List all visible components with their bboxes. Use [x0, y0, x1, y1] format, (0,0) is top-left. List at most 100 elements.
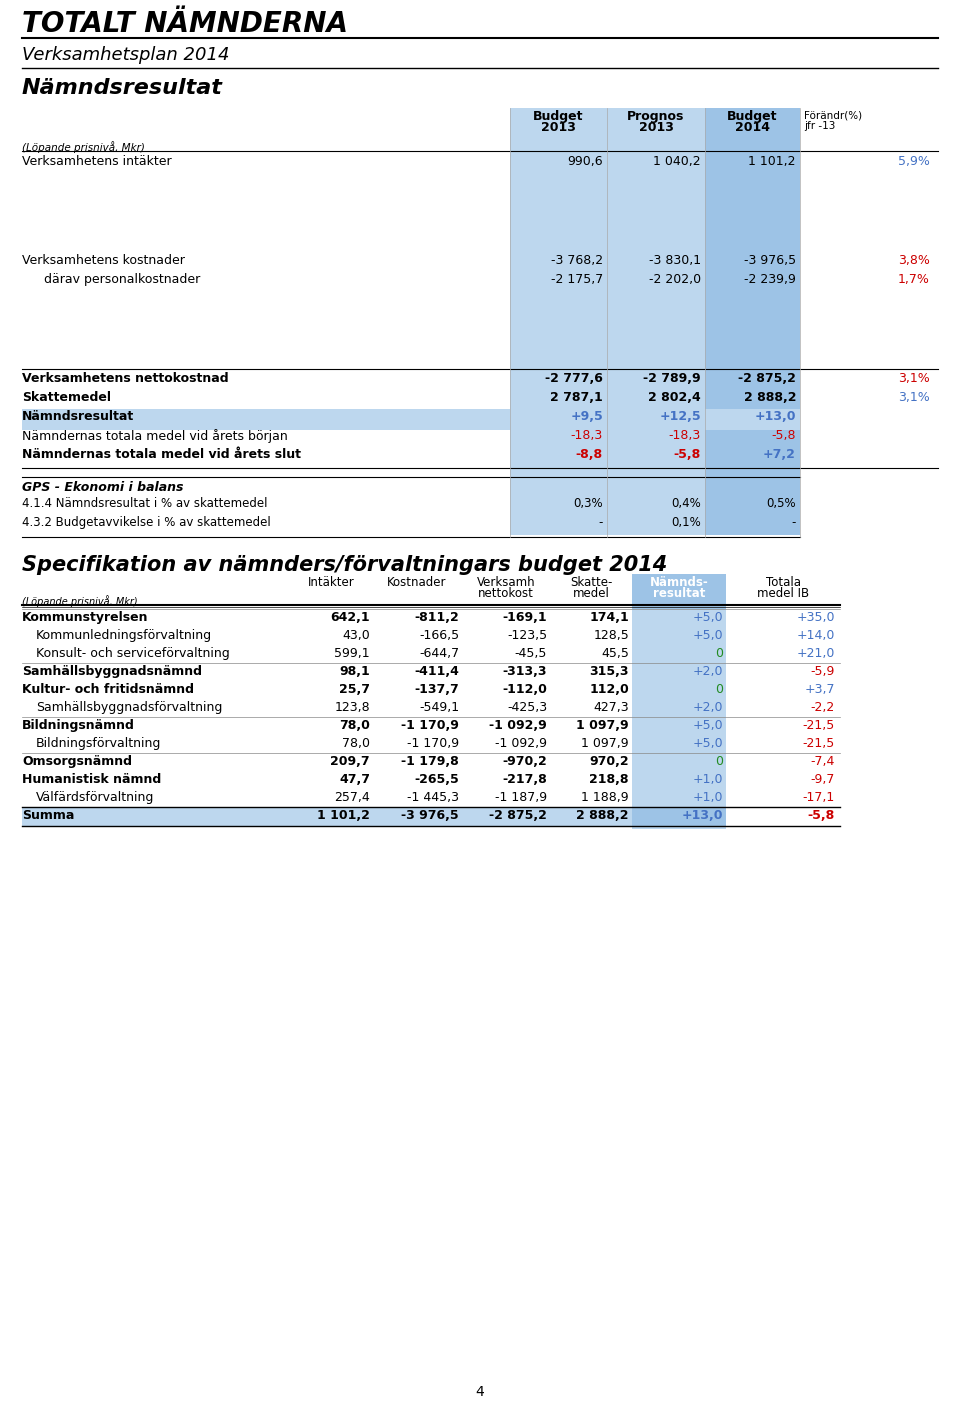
Text: 0,1%: 0,1% — [671, 516, 701, 528]
Text: 45,5: 45,5 — [601, 647, 629, 659]
Text: +35,0: +35,0 — [797, 612, 835, 624]
Text: Nämndsresultat: Nämndsresultat — [22, 410, 134, 423]
Text: 3,1%: 3,1% — [899, 392, 930, 404]
Text: 2 787,1: 2 787,1 — [550, 392, 603, 404]
Text: 78,0: 78,0 — [342, 737, 370, 750]
Text: -970,2: -970,2 — [502, 755, 547, 768]
Bar — [705, 537, 800, 1409]
Text: Skattemedel: Skattemedel — [22, 392, 111, 404]
Text: -1 445,3: -1 445,3 — [407, 790, 459, 805]
Text: -3 976,5: -3 976,5 — [744, 254, 796, 266]
Text: 1 101,2: 1 101,2 — [749, 155, 796, 168]
Text: +1,0: +1,0 — [692, 790, 723, 805]
Bar — [510, 108, 705, 509]
Text: 128,5: 128,5 — [593, 628, 629, 643]
Text: -644,7: -644,7 — [419, 647, 459, 659]
Text: 209,7: 209,7 — [330, 755, 370, 768]
Text: 4.3.2 Budgetavvikelse i % av skattemedel: 4.3.2 Budgetavvikelse i % av skattemedel — [22, 516, 271, 528]
Text: 257,4: 257,4 — [334, 790, 370, 805]
Text: Verksamhetsplan 2014: Verksamhetsplan 2014 — [22, 46, 229, 63]
Text: 315,3: 315,3 — [589, 665, 629, 678]
Text: -425,3: -425,3 — [507, 702, 547, 714]
Text: 1 040,2: 1 040,2 — [654, 155, 701, 168]
Text: Nämndernas totala medel vid årets slut: Nämndernas totala medel vid årets slut — [22, 448, 301, 461]
Text: Humanistisk nämnd: Humanistisk nämnd — [22, 774, 161, 786]
Text: -18,3: -18,3 — [571, 428, 603, 442]
Text: -5,9: -5,9 — [810, 665, 835, 678]
Text: 970,2: 970,2 — [589, 755, 629, 768]
Bar — [632, 609, 726, 828]
Text: 174,1: 174,1 — [589, 612, 629, 624]
Text: +9,5: +9,5 — [570, 410, 603, 423]
Text: -18,3: -18,3 — [669, 428, 701, 442]
Text: -1 170,9: -1 170,9 — [401, 719, 459, 733]
Text: 0: 0 — [715, 647, 723, 659]
Text: -1 179,8: -1 179,8 — [401, 755, 459, 768]
Text: Välfärdsförvaltning: Välfärdsförvaltning — [36, 790, 155, 805]
Text: -2 875,2: -2 875,2 — [490, 809, 547, 821]
Text: +3,7: +3,7 — [804, 683, 835, 696]
Text: -5,8: -5,8 — [807, 809, 835, 821]
Text: Totala: Totala — [765, 576, 801, 589]
Text: -2 789,9: -2 789,9 — [643, 372, 701, 385]
Text: Kostnader: Kostnader — [387, 576, 446, 589]
Text: +12,5: +12,5 — [660, 410, 701, 423]
Text: -112,0: -112,0 — [502, 683, 547, 696]
Text: Nämndsresultat: Nämndsresultat — [22, 77, 223, 99]
Bar — [22, 807, 632, 827]
Text: +13,0: +13,0 — [682, 809, 723, 821]
Text: +5,0: +5,0 — [692, 628, 723, 643]
Text: Omsorgsnämnd: Omsorgsnämnd — [22, 755, 132, 768]
Text: 599,1: 599,1 — [334, 647, 370, 659]
Text: -8,8: -8,8 — [576, 448, 603, 461]
Text: 2 888,2: 2 888,2 — [743, 392, 796, 404]
Text: 0: 0 — [715, 683, 723, 696]
Text: Specifikation av nämnders/förvaltningars budget 2014: Specifikation av nämnders/förvaltningars… — [22, 555, 667, 575]
Text: Intäkter: Intäkter — [307, 576, 354, 589]
Text: +5,0: +5,0 — [692, 737, 723, 750]
Text: 218,8: 218,8 — [589, 774, 629, 786]
Text: -1 187,9: -1 187,9 — [494, 790, 547, 805]
Text: +13,0: +13,0 — [755, 410, 796, 423]
Text: -3 976,5: -3 976,5 — [401, 809, 459, 821]
Text: 1 188,9: 1 188,9 — [582, 790, 629, 805]
Bar — [632, 807, 726, 827]
Text: 2 802,4: 2 802,4 — [648, 392, 701, 404]
Text: (Löpande prisnivå, Mkr): (Löpande prisnivå, Mkr) — [22, 595, 137, 607]
Text: (Löpande prisnivå, Mkr): (Löpande prisnivå, Mkr) — [22, 141, 145, 154]
Text: -45,5: -45,5 — [515, 647, 547, 659]
Text: -9,7: -9,7 — [810, 774, 835, 786]
Text: 1 097,9: 1 097,9 — [576, 719, 629, 733]
Text: -2 777,6: -2 777,6 — [545, 372, 603, 385]
Text: 0: 0 — [715, 755, 723, 768]
Text: -2 239,9: -2 239,9 — [744, 273, 796, 286]
Text: 4: 4 — [475, 1385, 485, 1399]
Text: Samhällsbyggnadsförvaltning: Samhällsbyggnadsförvaltning — [36, 702, 223, 714]
Bar — [632, 573, 726, 612]
Text: -1 092,9: -1 092,9 — [490, 719, 547, 733]
Text: 4.1.4 Nämndsresultat i % av skattemedel: 4.1.4 Nämndsresultat i % av skattemedel — [22, 497, 268, 510]
Text: +14,0: +14,0 — [797, 628, 835, 643]
Bar — [22, 478, 800, 535]
Text: 78,0: 78,0 — [339, 719, 370, 733]
Text: -17,1: -17,1 — [803, 790, 835, 805]
Text: -1 170,9: -1 170,9 — [407, 737, 459, 750]
Text: -2,2: -2,2 — [811, 702, 835, 714]
Text: +5,0: +5,0 — [692, 612, 723, 624]
Text: -3 768,2: -3 768,2 — [551, 254, 603, 266]
Text: Verksamhetens intäkter: Verksamhetens intäkter — [22, 155, 172, 168]
Text: -5,8: -5,8 — [674, 448, 701, 461]
Text: -: - — [599, 516, 603, 528]
Text: 5,9%: 5,9% — [899, 155, 930, 168]
Text: Konsult- och serviceförvaltning: Konsult- och serviceförvaltning — [36, 647, 229, 659]
Text: TOTALT NÄMNDERNA: TOTALT NÄMNDERNA — [22, 10, 348, 38]
Text: -137,7: -137,7 — [415, 683, 459, 696]
Text: +2,0: +2,0 — [692, 702, 723, 714]
Text: 0,5%: 0,5% — [766, 497, 796, 510]
Text: nettokost: nettokost — [478, 588, 534, 600]
Text: -3 830,1: -3 830,1 — [649, 254, 701, 266]
Text: 0,4%: 0,4% — [671, 497, 701, 510]
Text: -217,8: -217,8 — [502, 774, 547, 786]
Text: därav personalkostnader: därav personalkostnader — [36, 273, 201, 286]
Text: -811,2: -811,2 — [415, 612, 459, 624]
